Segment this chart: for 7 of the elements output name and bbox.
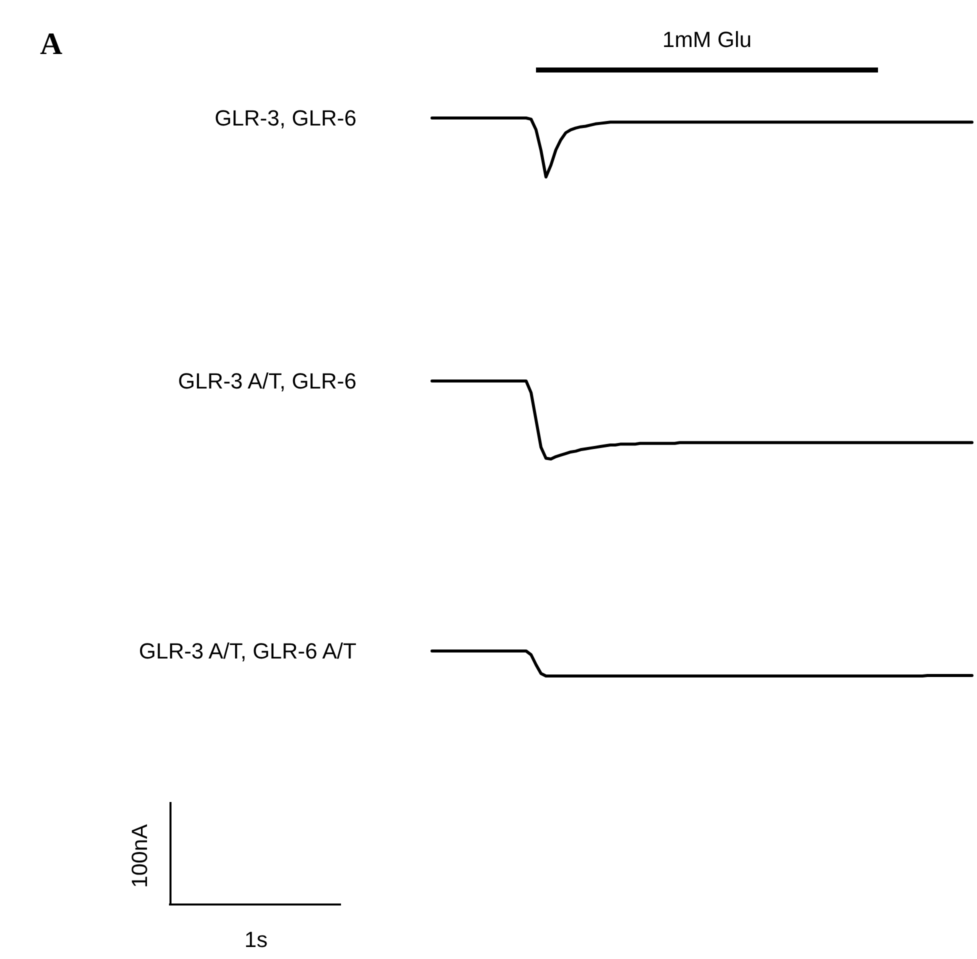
- text: GLR-3, GLR-6: [214, 106, 356, 130]
- text: 1s: [244, 927, 268, 953]
- text: GLR-3 A/T, GLR-6: [178, 368, 356, 394]
- text: 1mM Glu: [662, 27, 752, 53]
- text: GLR-3 A/T, GLR-6 A/T: [138, 638, 356, 664]
- text: A: [40, 26, 62, 62]
- text: 100nA: [127, 824, 153, 888]
